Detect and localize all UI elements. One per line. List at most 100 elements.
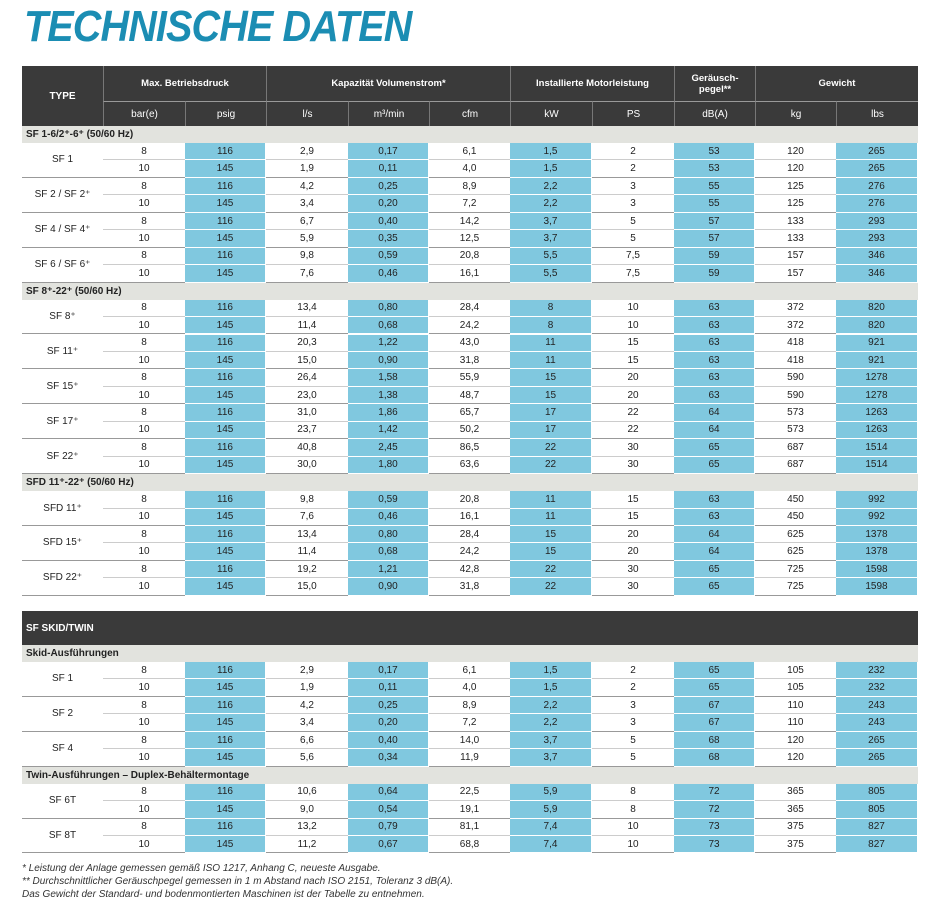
cell: 22,5 — [429, 783, 510, 802]
cell: 3 — [592, 696, 674, 715]
cell: 6,7 — [266, 212, 348, 231]
cell: 30 — [592, 439, 674, 457]
cell: 590 — [755, 386, 836, 405]
cell: 9,0 — [266, 801, 348, 819]
cell: 10,6 — [266, 783, 348, 802]
cell: 10 — [103, 265, 185, 283]
cell: 0,46 — [348, 265, 429, 283]
cell: 1278 — [836, 386, 918, 405]
cell: 8 — [103, 560, 185, 579]
cell: 7,4 — [510, 836, 592, 854]
cell: 120 — [755, 160, 836, 178]
cell: 365 — [755, 783, 836, 802]
cell: 65 — [674, 439, 755, 457]
cell: 24,2 — [429, 543, 510, 561]
cell: 145 — [185, 317, 266, 335]
cell: 65 — [674, 679, 755, 697]
cell: 5 — [592, 212, 674, 231]
cell: 68,8 — [429, 836, 510, 854]
cell: 11,2 — [266, 836, 348, 854]
section-title: SF 1-6/2⁺-6⁺ (50/60 Hz) — [22, 126, 918, 143]
cell: 14,2 — [429, 212, 510, 231]
cell: 116 — [185, 247, 266, 266]
cell: 7,5 — [592, 247, 674, 266]
header-cell: Installierte Motorleistung — [510, 66, 674, 101]
cell: 110 — [755, 696, 836, 715]
cell: 31,8 — [429, 351, 510, 370]
cell: 116 — [185, 526, 266, 544]
cell: 1,5 — [510, 143, 592, 161]
type-cell: SFD 22⁺ — [22, 561, 103, 596]
cell: 0,68 — [348, 543, 429, 561]
cell: 11,9 — [429, 749, 510, 767]
cell: 2,2 — [510, 696, 592, 715]
cell: 4,0 — [429, 679, 510, 697]
cell: 59 — [674, 265, 755, 283]
cell: 63 — [674, 299, 755, 318]
cell: 8 — [103, 696, 185, 715]
cell: 6,1 — [429, 662, 510, 680]
cell: 145 — [185, 456, 266, 475]
cell: 8,9 — [429, 696, 510, 715]
cell: 145 — [185, 578, 266, 596]
cell: 3,7 — [510, 731, 592, 750]
cell: 5 — [592, 749, 674, 767]
cell: 8 — [510, 299, 592, 318]
cell: 3,7 — [510, 212, 592, 231]
cell: 31,8 — [429, 578, 510, 596]
cell: 11 — [510, 491, 592, 509]
cell: 265 — [836, 749, 918, 767]
cell: 5,5 — [510, 265, 592, 283]
cell: 8 — [103, 491, 185, 509]
cell: 116 — [185, 818, 266, 837]
cell: 11 — [510, 334, 592, 352]
cell: 65,7 — [429, 404, 510, 422]
cell: 24,2 — [429, 317, 510, 335]
type-cell: SF 4 / SF 4⁺ — [22, 213, 103, 248]
cell: 116 — [185, 783, 266, 802]
cell: 8 — [592, 783, 674, 802]
cell: 805 — [836, 783, 918, 802]
cell: 120 — [755, 749, 836, 767]
cell: 372 — [755, 317, 836, 335]
cell: 1,86 — [348, 404, 429, 422]
section-title: SFD 11⁺-22⁺ (50/60 Hz) — [22, 474, 918, 492]
cell: 820 — [836, 317, 918, 335]
header-cell: Kapazität Volumenstrom* — [266, 66, 510, 101]
cell: 22 — [592, 421, 674, 440]
cell: 0,54 — [348, 801, 429, 819]
cell: 0,46 — [348, 508, 429, 526]
cell: 68 — [674, 731, 755, 750]
cell: 7,4 — [510, 818, 592, 837]
cell: 20,8 — [429, 491, 510, 509]
cell: 2 — [592, 143, 674, 161]
cell: 13,4 — [266, 526, 348, 544]
cell: 55 — [674, 195, 755, 213]
header-cell: Geräusch- pegel** — [674, 66, 755, 101]
cell: 293 — [836, 212, 918, 231]
cell: 12,5 — [429, 230, 510, 248]
cell: 4,2 — [266, 696, 348, 715]
block-title: SF SKID/TWIN — [22, 611, 918, 645]
cell: 8 — [103, 247, 185, 266]
cell: 346 — [836, 247, 918, 266]
header-unit: m³/min — [348, 101, 429, 126]
cell: 450 — [755, 491, 836, 509]
type-cell: SFD 15⁺ — [22, 526, 103, 561]
cell: 67 — [674, 696, 755, 715]
cell: 0,34 — [348, 749, 429, 767]
cell: 16,1 — [429, 508, 510, 526]
cell: 2 — [592, 679, 674, 697]
cell: 7,5 — [592, 265, 674, 283]
cell: 2,9 — [266, 143, 348, 161]
cell: 0,68 — [348, 317, 429, 335]
cell: 15 — [592, 491, 674, 509]
cell: 687 — [755, 456, 836, 475]
cell: 8 — [103, 143, 185, 161]
cell: 1514 — [836, 439, 918, 457]
cell: 7,6 — [266, 265, 348, 283]
cell: 22 — [510, 456, 592, 475]
cell: 53 — [674, 160, 755, 178]
cell: 1378 — [836, 543, 918, 561]
